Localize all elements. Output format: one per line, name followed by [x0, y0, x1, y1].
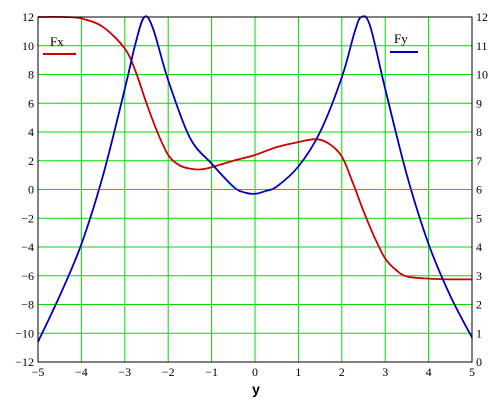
right-y-tick-label: 4: [476, 240, 482, 254]
right-y-tick-label: 8: [476, 125, 482, 139]
left-y-tick-label: 6: [28, 96, 34, 110]
left-y-tick-label: −4: [21, 240, 34, 254]
series-line-fy: [37, 15, 473, 343]
right-y-tick-label: 2: [476, 298, 482, 312]
x-tick-label: −5: [32, 365, 45, 379]
left-y-tick-label: −12: [15, 355, 34, 369]
x-tick-label: −3: [118, 365, 131, 379]
x-tick-label: −4: [75, 365, 88, 379]
right-y-tick-label: 7: [476, 154, 482, 168]
x-tick-label: −2: [162, 365, 175, 379]
right-y-tick-label: 0: [476, 355, 482, 369]
x-tick-labels: −5 −4 −3 −2 −1 0 1 2 3 4 5: [32, 365, 475, 379]
left-y-tick-label: 2: [28, 154, 34, 168]
left-y-tick-label: 8: [28, 68, 34, 82]
x-tick-label: 2: [339, 365, 345, 379]
x-axis-label: y: [252, 381, 260, 397]
x-tick-label: 5: [469, 365, 475, 379]
legend-label-fx: Fx: [50, 34, 64, 49]
grid: [37, 16, 473, 363]
left-y-tick-label: 12: [22, 10, 34, 24]
legend-label-fy: Fy: [394, 31, 408, 46]
left-y-tick-label: 0: [28, 183, 34, 197]
left-y-tick-label: −10: [15, 326, 34, 340]
left-y-tick-label: 4: [28, 125, 34, 139]
plot-frame: [37, 16, 473, 363]
x-tick-label: −1: [205, 365, 218, 379]
series-group: [37, 15, 473, 343]
right-y-tick-label: 1: [476, 326, 482, 340]
right-y-tick-label: 12: [476, 10, 488, 24]
x-tick-label: 3: [382, 365, 388, 379]
legend: Fx Fy: [43, 31, 418, 55]
left-y-tick-label: −6: [21, 269, 34, 283]
right-y-tick-label: 6: [476, 183, 482, 197]
right-y-tick-label: 5: [476, 211, 482, 225]
right-y-tick-label: 10: [476, 68, 488, 82]
right-y-tick-label: 3: [476, 269, 482, 283]
left-y-tick-label: −8: [21, 298, 34, 312]
right-y-tick-label: 9: [476, 96, 482, 110]
x-tick-label: 1: [295, 365, 301, 379]
left-y-tick-label: 10: [22, 39, 34, 53]
x-tick-label: 0: [252, 365, 258, 379]
left-y-tick-labels: 12 10 8 6 4 2 0 −2 −4 −6 −8 −10 −12: [15, 10, 34, 369]
x-tick-label: 4: [426, 365, 432, 379]
left-y-tick-label: −2: [21, 211, 34, 225]
right-y-tick-label: 11: [476, 39, 488, 53]
series-line-fx: [37, 15, 473, 281]
